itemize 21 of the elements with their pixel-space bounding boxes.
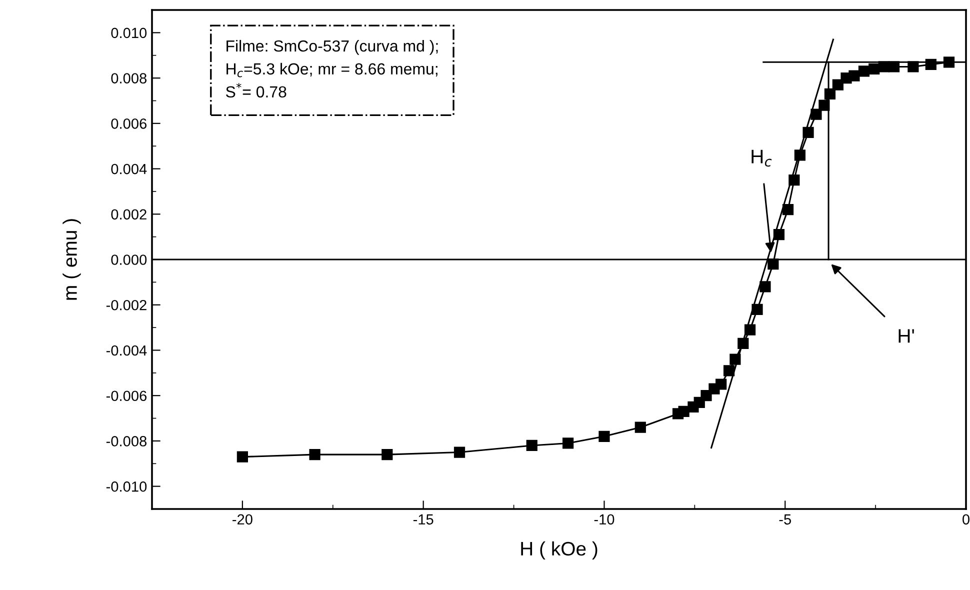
x-tick-label: -15 xyxy=(413,514,434,525)
y-tick-label: 0.002 xyxy=(111,209,146,220)
y-tick-label: 0.008 xyxy=(111,73,147,84)
y-tick-label: 0.006 xyxy=(111,118,146,129)
x-tick-label: 0 xyxy=(962,514,970,525)
y-tick-label: 0.004 xyxy=(111,164,147,174)
x-tick-label: -5 xyxy=(779,514,791,525)
y-tick-label: -0.010 xyxy=(106,481,147,492)
x-tick-label: -10 xyxy=(594,514,614,525)
y-tick-label: -0.008 xyxy=(106,436,147,446)
annotation: H' xyxy=(898,329,914,343)
annotation: H$_{c}$ xyxy=(752,150,772,167)
y-tick-label: 0.000 xyxy=(111,254,147,265)
annotation: Filme: SmCo-537 (curva md ); H$_{c}$=5.3 kOe; mr = 8.66 memu; S$^{*}$= 0.78 xyxy=(226,40,438,98)
y-axis-title: m ( emu ) xyxy=(62,219,81,300)
y-tick-label: 0.010 xyxy=(111,28,147,38)
y-tick-label: -0.006 xyxy=(106,390,146,402)
y-tick-label: -0.004 xyxy=(106,345,147,356)
x-axis-title: H ( kOe ) xyxy=(521,541,598,560)
x-tick-label: -20 xyxy=(232,514,252,525)
y-tick-label: -0.002 xyxy=(106,300,146,310)
